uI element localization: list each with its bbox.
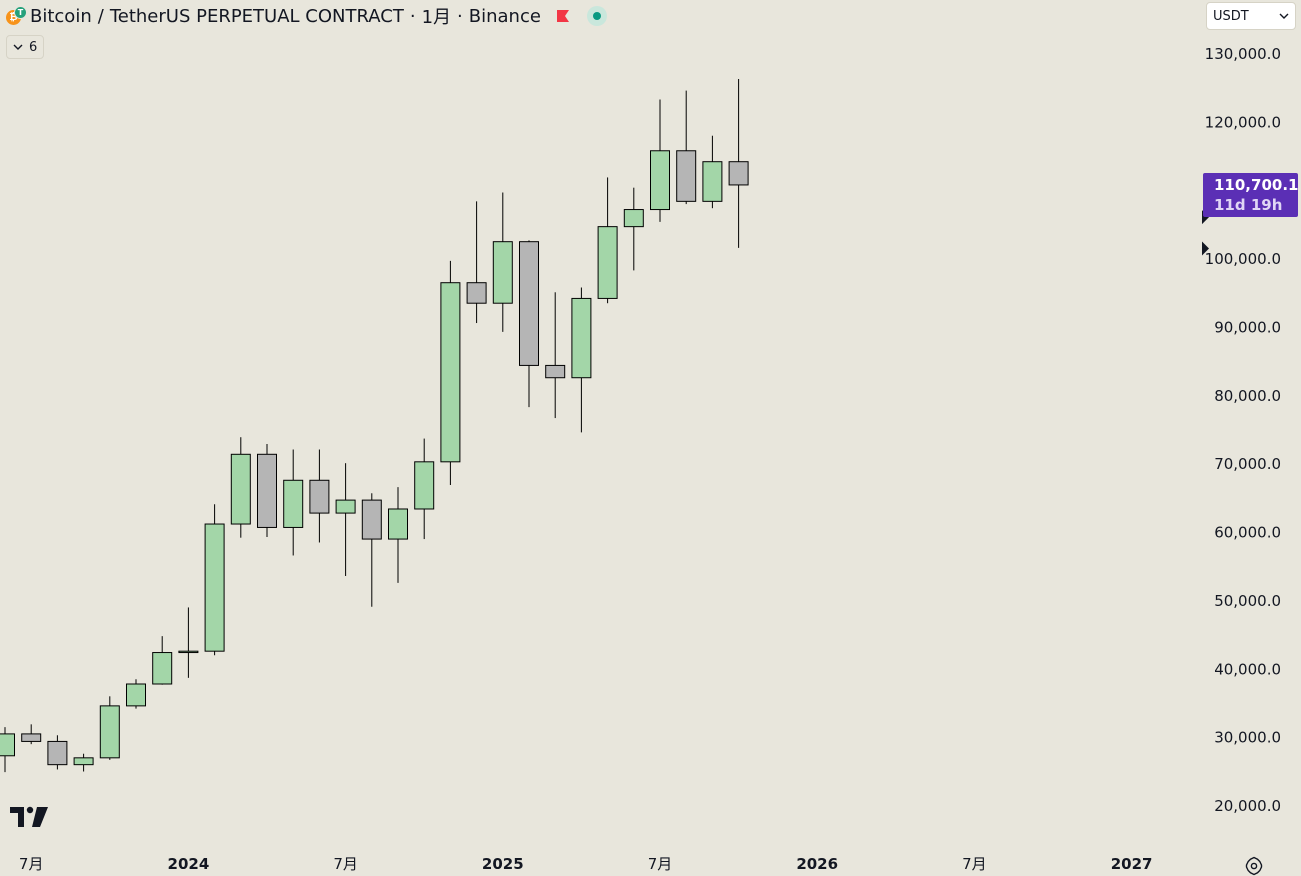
candle <box>546 292 565 418</box>
time-axis-label: 2026 <box>796 855 838 873</box>
candle-body <box>467 283 486 304</box>
time-axis[interactable]: 7月 2024 7月 2025 7月 2026 7月 2027 <box>19 855 1153 873</box>
price-axis-label: 20,000.0 <box>1214 797 1281 815</box>
candle <box>310 450 329 543</box>
candle <box>729 79 748 248</box>
last-price-value: 110,700.1 <box>1214 176 1298 194</box>
candle <box>415 439 434 539</box>
candle <box>336 463 355 576</box>
candle <box>441 261 460 485</box>
candle <box>520 240 539 407</box>
candle-body <box>677 151 696 202</box>
candle <box>362 493 381 606</box>
candle-body <box>624 210 643 227</box>
candle <box>258 444 277 537</box>
candle-body <box>651 151 670 210</box>
candle-body <box>258 454 277 527</box>
candle <box>22 724 41 744</box>
time-axis-label: 7月 <box>648 855 673 873</box>
candle-body <box>362 500 381 539</box>
candle-body <box>231 454 250 524</box>
candle-body <box>100 706 119 758</box>
time-axis-label: 7月 <box>962 855 987 873</box>
price-axis-label: 80,000.0 <box>1214 387 1281 405</box>
time-axis-label: 2024 <box>168 855 210 873</box>
time-axis-label: 2025 <box>482 855 524 873</box>
gear-icon[interactable] <box>1244 856 1264 876</box>
candle-body <box>153 653 172 684</box>
last-price-label: 110,700.1 11d 19h <box>1203 173 1298 217</box>
candle-body <box>520 242 539 366</box>
candle <box>467 201 486 323</box>
time-axis-label: 7月 <box>19 855 44 873</box>
candle-body <box>179 651 198 652</box>
time-axis-label: 2027 <box>1111 855 1153 873</box>
price-axis-label: 40,000.0 <box>1214 660 1281 678</box>
candle <box>127 679 146 708</box>
tradingview-logo[interactable] <box>10 806 48 828</box>
candle <box>651 99 670 221</box>
candle-body <box>703 162 722 202</box>
candle <box>231 437 250 537</box>
candle-body <box>22 734 41 742</box>
candle <box>572 287 591 432</box>
candle-body <box>389 509 408 539</box>
candle <box>153 636 172 685</box>
candle <box>74 754 93 772</box>
candle-body <box>48 741 67 764</box>
price-axis-label: 130,000.0 <box>1205 45 1281 63</box>
bar-countdown: 11d 19h <box>1214 196 1282 214</box>
candle <box>179 607 198 677</box>
candle <box>0 727 15 772</box>
candle-body <box>415 462 434 509</box>
candle <box>493 192 512 331</box>
candle-body <box>310 480 329 513</box>
candle <box>389 487 408 583</box>
candle <box>598 177 617 303</box>
candle <box>205 504 224 655</box>
price-axis-label: 100,000.0 <box>1205 250 1281 268</box>
time-axis-label: 7月 <box>333 855 358 873</box>
candle-body <box>546 365 565 377</box>
candles-layer <box>0 79 748 772</box>
price-axis-label: 60,000.0 <box>1214 524 1281 542</box>
candle-body <box>729 162 748 185</box>
candle-body <box>572 298 591 377</box>
candle-body <box>336 500 355 513</box>
candle-body <box>441 283 460 462</box>
candle <box>677 91 696 204</box>
price-axis-label: 90,000.0 <box>1214 318 1281 336</box>
price-axis[interactable]: 20,000.0 30,000.0 40,000.0 50,000.0 60,000.0… <box>1205 45 1281 815</box>
price-axis-label: 50,000.0 <box>1214 592 1281 610</box>
candle <box>100 696 119 760</box>
candle <box>284 450 303 556</box>
candle-body <box>0 734 15 756</box>
price-axis-label: 30,000.0 <box>1214 729 1281 747</box>
candle-body <box>74 758 93 765</box>
candle <box>48 735 67 769</box>
candle-body <box>598 227 617 299</box>
candle <box>703 136 722 208</box>
candle-body <box>205 524 224 651</box>
candle-body <box>493 242 512 304</box>
candle-body <box>127 684 146 706</box>
price-axis-label: 70,000.0 <box>1214 455 1281 473</box>
price-axis-label: 120,000.0 <box>1205 113 1281 131</box>
candle <box>624 188 643 271</box>
candle-body <box>284 480 303 527</box>
